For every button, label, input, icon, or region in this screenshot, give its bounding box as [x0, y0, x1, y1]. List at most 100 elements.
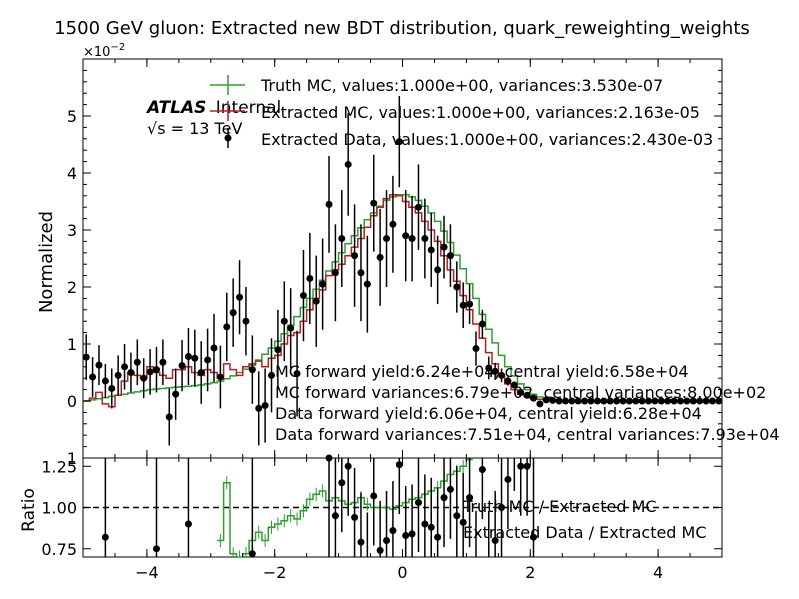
- data-point: [299, 292, 307, 300]
- ratio-legend-data: Extracted Data / Extracted MC: [463, 523, 707, 542]
- data-point: [593, 397, 601, 405]
- data-point: [459, 301, 467, 309]
- legend-extracted-mc-label: Extracted MC, values:1.000e+00, variance…: [261, 103, 700, 122]
- x-tick-label: 0: [397, 563, 407, 582]
- data-point: [197, 369, 205, 376]
- ratio-data-point: [248, 550, 256, 558]
- ratio-data-point: [446, 485, 454, 493]
- chart-title: 1500 GeV gluon: Extracted new BDT distri…: [54, 18, 750, 39]
- ratio-data-point: [351, 513, 359, 521]
- data-point: [676, 397, 684, 405]
- data-point: [133, 358, 141, 366]
- ratio-data-point: [389, 527, 397, 535]
- y-tick-label: 3: [67, 221, 77, 240]
- data-point: [389, 220, 397, 228]
- data-point: [312, 297, 320, 305]
- data-point: [510, 381, 518, 389]
- ratio-data-point: [421, 520, 429, 528]
- data-point: [236, 293, 244, 301]
- legend: Truth MC, values:1.000e+00, variances:3.…: [210, 75, 713, 149]
- legend-data-label: Extracted Data, values:1.000e+00, varian…: [261, 130, 713, 149]
- data-point: [274, 346, 282, 354]
- data-point: [568, 397, 576, 405]
- x-tick-label: 4: [653, 563, 663, 582]
- ratio-data-point: [331, 512, 339, 520]
- data-point: [453, 283, 461, 291]
- ratio-y-axis-label: Ratio: [19, 488, 39, 532]
- data-point: [581, 397, 589, 405]
- data-point: [229, 309, 237, 317]
- data-point: [325, 200, 333, 208]
- data-point: [344, 160, 352, 168]
- y-tick-label: 2: [67, 278, 77, 297]
- data-point: [395, 138, 403, 146]
- ratio-y-tick-label: 1.00: [41, 499, 77, 518]
- data-point: [376, 253, 384, 261]
- ratio-data-point: [517, 462, 525, 470]
- ratio-data-point: [408, 530, 416, 538]
- ratio-data-point: [453, 512, 461, 520]
- y-tick-label: 5: [67, 107, 77, 126]
- data-point: [536, 400, 544, 408]
- atlas-label: ATLAS Internal: [145, 98, 281, 118]
- ratio-data-point: [338, 479, 346, 487]
- main-y-ticks: 1 0 1 2 3 4 5: [67, 58, 722, 468]
- data-point: [280, 317, 288, 325]
- data-point: [101, 377, 109, 385]
- data-point: [210, 344, 218, 352]
- data-point: [95, 361, 103, 369]
- x-tick-label: −4: [135, 563, 159, 582]
- data-point: [696, 397, 704, 405]
- data-point: [383, 235, 391, 243]
- data-point: [408, 235, 416, 243]
- data-point: [152, 366, 160, 374]
- ratio-y-ticks: 0.75 1.00 1.25: [41, 457, 722, 559]
- ratio-data-point: [184, 520, 192, 528]
- data-point: [357, 269, 365, 277]
- data-point: [702, 397, 710, 405]
- y-tick-label: 4: [67, 164, 77, 183]
- ratio-y-tick-label: 1.25: [41, 457, 77, 476]
- data-point: [370, 199, 378, 207]
- data-point: [651, 397, 659, 405]
- energy-label: √s = 13 TeV: [147, 119, 242, 138]
- data-point: [146, 368, 154, 376]
- annotation-mc-yield: MC forward yield:6.24e+04, central yield…: [275, 362, 689, 381]
- ratio-data-point: [383, 537, 391, 544]
- data-point: [178, 362, 186, 370]
- data-point: [664, 397, 672, 405]
- ratio-data-point: [491, 537, 499, 544]
- data-point: [82, 353, 90, 361]
- ratio-data-point: [440, 494, 448, 502]
- data-point: [619, 397, 627, 405]
- data-point: [216, 373, 224, 381]
- data-point: [517, 388, 525, 396]
- data-point: [561, 397, 569, 405]
- data-point: [670, 397, 678, 405]
- annotation-mc-variances: MC forward variances:6.79e+02, central v…: [275, 383, 766, 402]
- data-point: [427, 246, 435, 254]
- ratio-data-point: [395, 461, 403, 469]
- data-point: [491, 367, 499, 375]
- ratio-data-point: [529, 533, 537, 541]
- data-point: [689, 397, 697, 405]
- data-point: [434, 266, 442, 274]
- data-point: [363, 280, 371, 288]
- ratio-data-point: [344, 462, 352, 470]
- data-point: [121, 363, 129, 371]
- data-point: [600, 397, 608, 405]
- data-point: [293, 370, 301, 378]
- ratio-data-point: [523, 462, 531, 470]
- data-point: [549, 396, 557, 404]
- data-point: [268, 371, 276, 379]
- data-point: [683, 397, 691, 405]
- ratio-data-point: [498, 504, 506, 511]
- data-point: [606, 397, 614, 405]
- data-point: [338, 235, 346, 243]
- data-point: [351, 252, 359, 260]
- data-point: [255, 404, 263, 412]
- y-tick-label: 1: [67, 449, 77, 468]
- data-point: [555, 397, 563, 405]
- x-tick-label: −2: [263, 563, 287, 582]
- data-point: [446, 252, 454, 260]
